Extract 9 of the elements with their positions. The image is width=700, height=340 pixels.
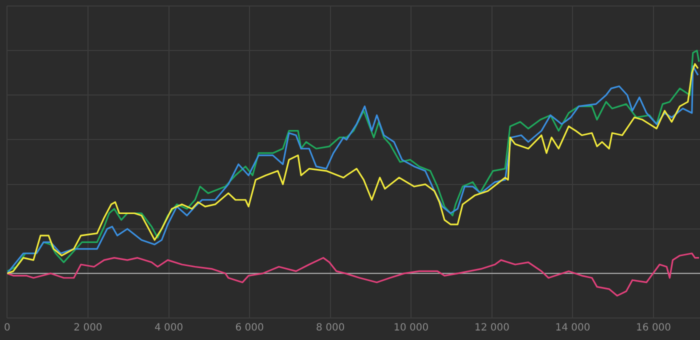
x-tick-label: 8 000: [316, 322, 345, 334]
x-tick-label: 14 000: [555, 322, 590, 334]
x-tick-label: 16 000: [636, 322, 672, 334]
x-tick-label: 0: [4, 322, 10, 334]
x-tick-label: 6 000: [235, 322, 264, 334]
x-tick-label: 12 000: [474, 322, 510, 334]
x-tick-label: 4 000: [154, 322, 184, 334]
x-tick-label: 10 000: [394, 322, 429, 334]
x-tick-label: 2 000: [74, 322, 102, 334]
